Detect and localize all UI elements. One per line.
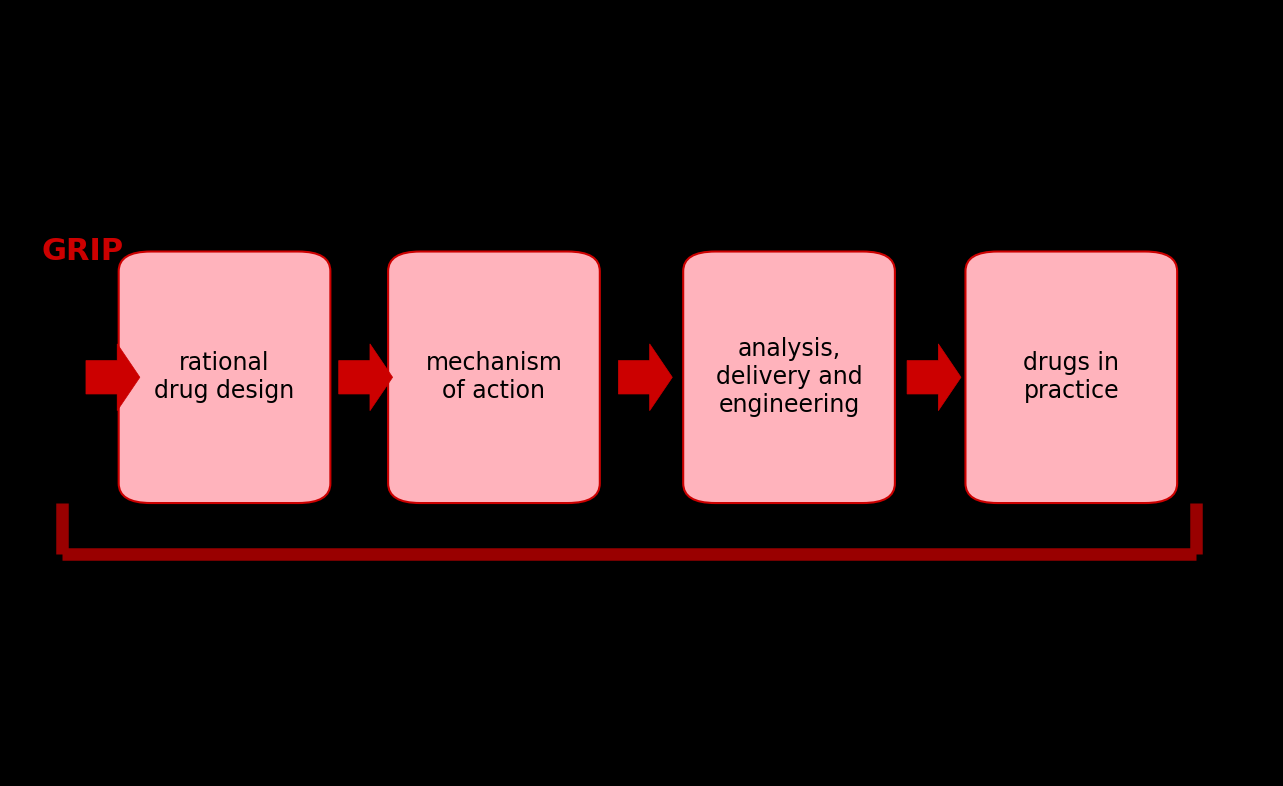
Text: mechanism
of action: mechanism of action [426,351,562,403]
Text: GRIP: GRIP [41,237,123,266]
FancyBboxPatch shape [118,252,331,503]
FancyBboxPatch shape [387,252,600,503]
Text: rational
drug design: rational drug design [154,351,295,403]
Polygon shape [618,344,672,410]
Polygon shape [907,344,961,410]
Text: analysis,
delivery and
engineering: analysis, delivery and engineering [716,337,862,417]
Polygon shape [339,344,393,410]
FancyBboxPatch shape [683,252,896,503]
FancyBboxPatch shape [965,252,1178,503]
Text: drugs in
practice: drugs in practice [1024,351,1119,403]
Polygon shape [86,344,140,410]
